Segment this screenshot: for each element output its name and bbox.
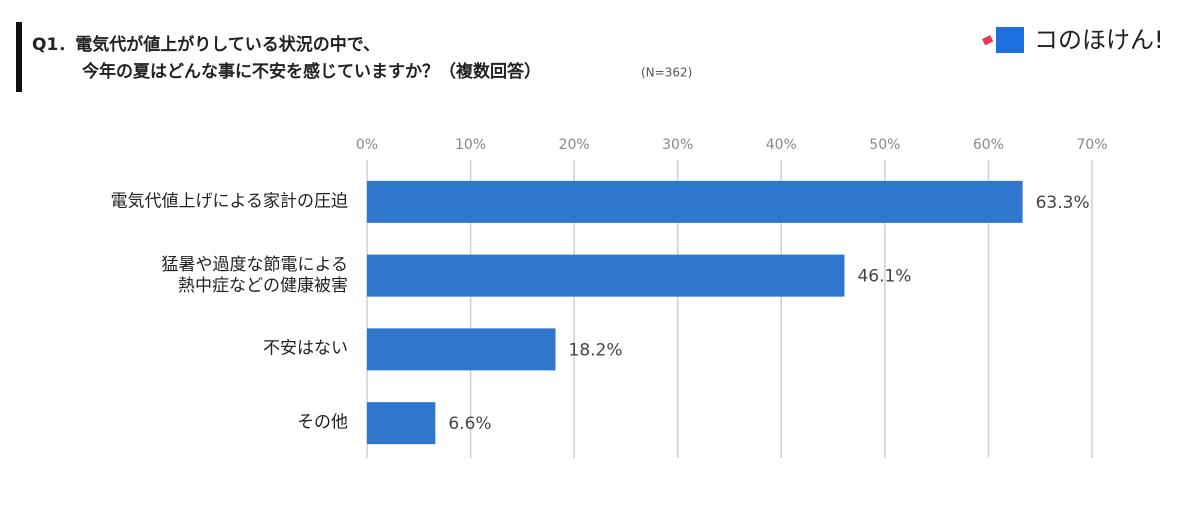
- value-label: 46.1%: [857, 267, 911, 287]
- value-label: 18.2%: [569, 340, 623, 360]
- title: Q1．電気代が値上がりしている状況の中で、: [32, 34, 380, 55]
- logo-mark: [996, 27, 1024, 53]
- category-label: 不安はない: [263, 338, 348, 359]
- bar: [367, 180, 1023, 223]
- x-tick-label: 10%: [455, 137, 486, 153]
- x-tick-label: 40%: [766, 137, 797, 153]
- bar: [367, 328, 556, 371]
- category-label: 猛暑や過度な節電による 熱中症などの健康被害: [161, 254, 349, 296]
- x-tick-label: 60%: [973, 137, 1004, 153]
- title: 今年の夏はどんな事に不安を感じていますか？（複数回答）: [82, 61, 541, 82]
- value-label: 63.3%: [1036, 193, 1090, 213]
- x-tick-label: 30%: [662, 137, 693, 153]
- x-tick-label: 0%: [356, 137, 378, 153]
- bar: [367, 254, 845, 297]
- category-label: その他: [297, 412, 348, 433]
- bar: [367, 402, 436, 445]
- value-label: 6.6%: [448, 414, 491, 434]
- x-tick-label: 20%: [559, 137, 590, 153]
- category-label: 電気代値上げによる家計の圧迫: [110, 191, 349, 212]
- logo-mark: [982, 35, 994, 46]
- x-tick-label: 50%: [869, 137, 900, 153]
- logo-text: コのほけん!: [1034, 26, 1164, 54]
- title-bar: [16, 22, 22, 92]
- x-tick-label: 70%: [1076, 137, 1107, 153]
- note: (N=362): [641, 66, 692, 80]
